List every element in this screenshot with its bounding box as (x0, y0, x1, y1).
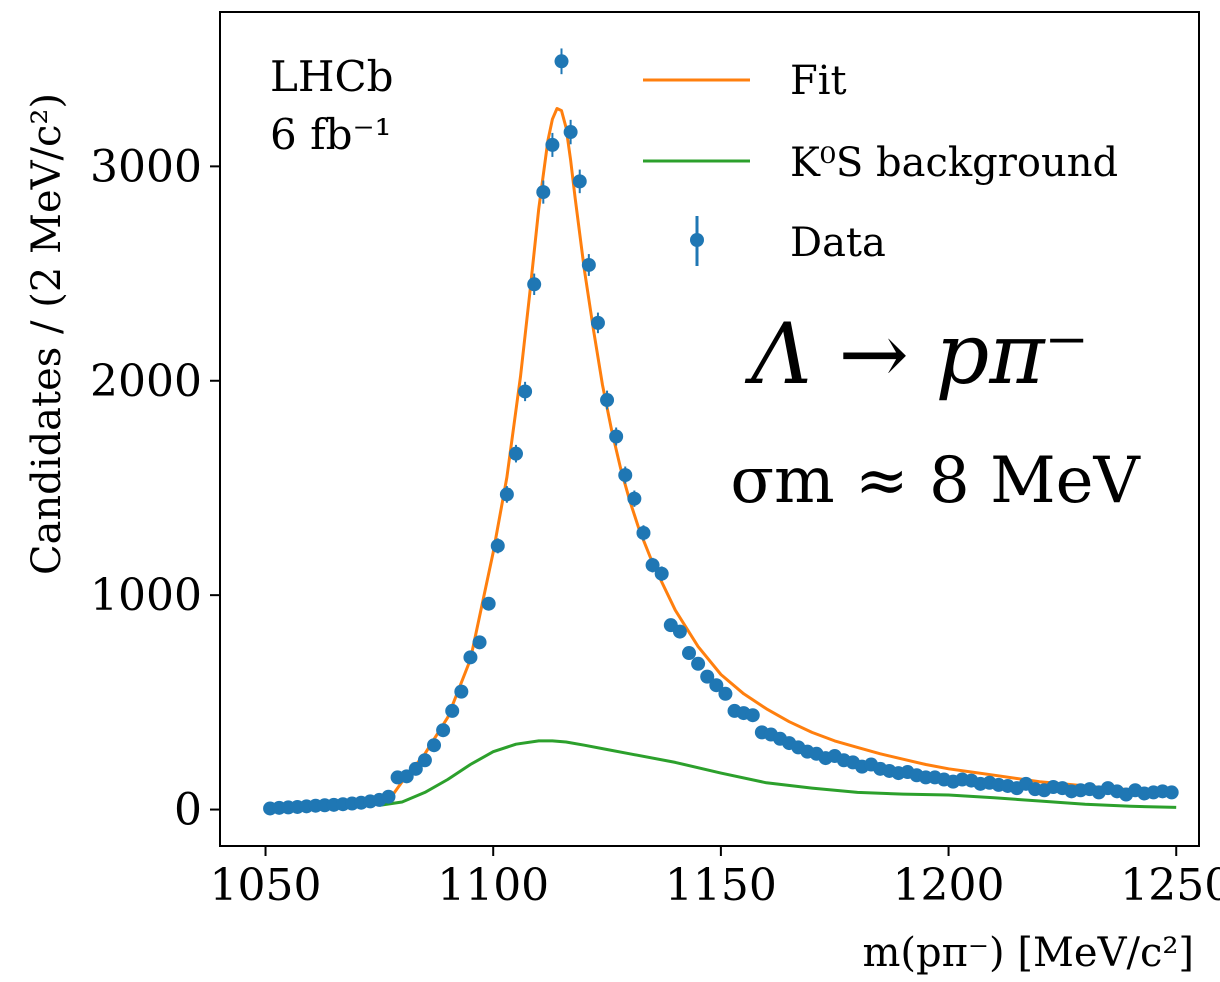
luminosity-label: 6 fb⁻¹ (270, 110, 392, 159)
plot-area (263, 48, 1179, 816)
y-tick-label: 1000 (90, 570, 202, 621)
data-point (472, 635, 487, 650)
data-point (499, 487, 514, 502)
legend-data-label: Data (790, 220, 886, 266)
data-point (590, 315, 605, 330)
x-axis: 1050 1100 1150 1200 1250 (210, 846, 1220, 911)
data-point (490, 538, 505, 553)
data-point (600, 393, 615, 408)
data-point (672, 624, 687, 639)
data-point (417, 753, 432, 768)
data-point (381, 789, 396, 804)
y-axis-label: Candidates / (2 MeV/c²) (24, 93, 70, 575)
x-tick-label: 1200 (893, 860, 1005, 911)
data-point (536, 185, 551, 200)
data-point (618, 468, 633, 483)
x-tick-label: 1150 (665, 860, 777, 911)
data-point (563, 125, 578, 140)
y-axis: 0 1000 2000 3000 (90, 141, 220, 836)
data-point (636, 525, 651, 540)
data-point (691, 656, 706, 671)
decay-formula: Λ → pπ⁻ (744, 305, 1089, 403)
data-point (709, 678, 724, 693)
data-point (627, 491, 642, 506)
x-tick-label: 1050 (210, 860, 322, 911)
data-point (718, 686, 733, 701)
y-tick-label: 0 (174, 785, 202, 836)
data-point (645, 558, 660, 573)
data-point (508, 446, 523, 461)
data-point (581, 257, 596, 272)
data-point (518, 384, 533, 399)
data-point (1164, 785, 1179, 800)
legend-background-label: K⁰S background (790, 140, 1118, 186)
x-tick-label: 1250 (1120, 860, 1220, 911)
y-tick-label: 3000 (90, 141, 202, 192)
data-point (427, 738, 442, 753)
y-tick-label: 2000 (90, 356, 202, 407)
data-point (436, 723, 451, 738)
data-point (454, 684, 469, 699)
legend-fit-label: Fit (790, 58, 847, 104)
data-point (572, 174, 587, 189)
data-point (554, 54, 569, 69)
legend-data-marker (690, 233, 704, 247)
plot-frame (219, 11, 1200, 847)
data-point (408, 761, 423, 776)
data-point (545, 137, 560, 152)
data-point (463, 650, 478, 665)
data-point (609, 429, 624, 444)
data-point (682, 646, 697, 661)
data-point (481, 596, 496, 611)
background-curve (379, 739, 1177, 809)
x-tick-label: 1100 (437, 860, 549, 911)
legend: Fit K⁰S background Data (643, 58, 1118, 266)
data-point (745, 708, 760, 723)
experiment-label: LHCb (270, 52, 394, 101)
resolution-formula: σm ≈ 8 MeV (730, 444, 1141, 518)
data-point (700, 669, 715, 684)
x-axis-label: m(pπ⁻) [MeV/c²] (862, 930, 1194, 976)
data-point (445, 703, 460, 718)
data-point (527, 277, 542, 292)
data-point (654, 566, 669, 581)
